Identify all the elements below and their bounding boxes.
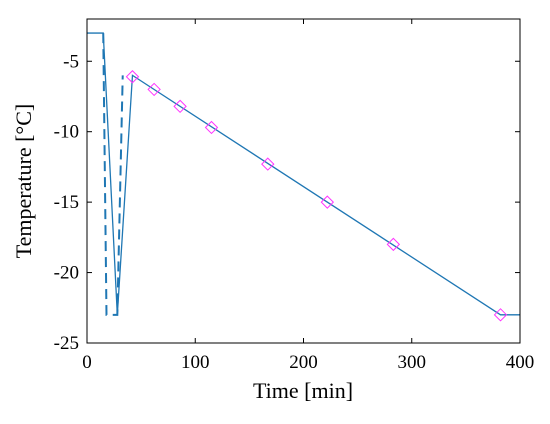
y-tick-label-0: -25 — [54, 333, 79, 354]
data-point-marker-6 — [386, 237, 401, 252]
marker-layer — [125, 70, 508, 322]
plot-area — [87, 19, 520, 343]
x-tick-label-2: 200 — [289, 352, 318, 373]
y-axis-label: Temperature [°C] — [11, 104, 36, 258]
x-ticks: 0 100 200 300 400 — [82, 19, 534, 373]
x-tick-label-4: 400 — [506, 352, 535, 373]
y-tick-label-4: -5 — [63, 51, 79, 72]
series-line-0 — [87, 32, 520, 316]
data-point-marker-5 — [320, 195, 335, 209]
data-point-marker-3 — [204, 120, 219, 135]
data-point-marker-2 — [173, 99, 187, 114]
data-point-marker-7 — [493, 308, 508, 322]
x-axis-label: Time [min] — [253, 378, 353, 403]
x-tick-label-1: 100 — [181, 352, 210, 373]
y-ticks: -25 -20 -15 -10 -5 — [54, 51, 520, 354]
y-tick-label-2: -15 — [54, 192, 79, 213]
data-point-marker-4 — [261, 157, 275, 171]
x-tick-label-0: 0 — [82, 352, 92, 373]
data-point-marker-0 — [125, 70, 140, 84]
y-tick-label-3: -10 — [54, 122, 79, 143]
series-layer — [87, 32, 520, 316]
x-tick-label-3: 300 — [398, 352, 427, 373]
data-point-marker-1 — [147, 82, 161, 97]
y-tick-label-1: -20 — [54, 263, 79, 284]
